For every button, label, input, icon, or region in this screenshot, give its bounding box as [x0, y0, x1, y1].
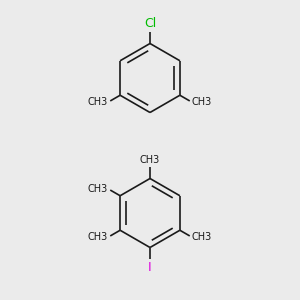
Text: CH3: CH3 — [192, 97, 212, 107]
Text: CH3: CH3 — [88, 97, 108, 107]
Text: I: I — [148, 261, 152, 274]
Text: Cl: Cl — [144, 17, 156, 30]
Text: CH3: CH3 — [88, 232, 108, 242]
Text: CH3: CH3 — [88, 184, 108, 194]
Text: CH3: CH3 — [140, 155, 160, 165]
Text: CH3: CH3 — [192, 232, 212, 242]
